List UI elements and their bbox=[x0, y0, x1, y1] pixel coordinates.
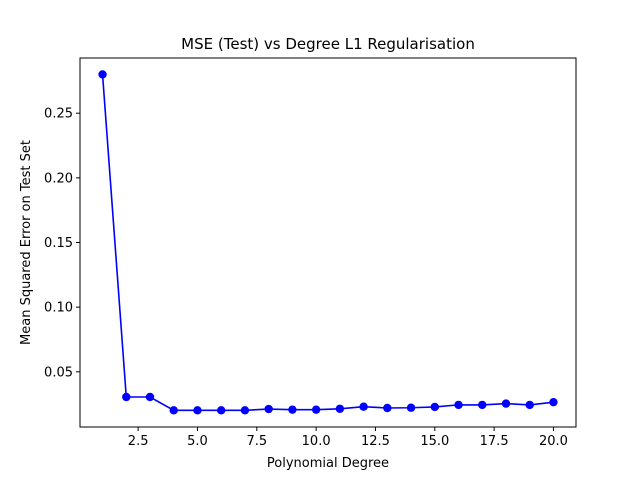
data-point bbox=[98, 70, 107, 79]
y-tick-label: 0.15 bbox=[44, 236, 73, 251]
data-point bbox=[549, 397, 558, 407]
x-tick-label: 17.5 bbox=[480, 434, 509, 449]
y-tick-label: 0.25 bbox=[44, 107, 73, 122]
data-point bbox=[169, 406, 178, 415]
data-point bbox=[525, 400, 534, 410]
y-tick-label: 0.20 bbox=[44, 171, 73, 186]
x-tick-label: 5.0 bbox=[187, 434, 208, 449]
data-point bbox=[193, 406, 202, 415]
data-point bbox=[264, 404, 273, 414]
data-point bbox=[288, 405, 297, 414]
data-point bbox=[240, 406, 250, 415]
x-tick-label: 10.0 bbox=[302, 434, 331, 449]
data-point bbox=[406, 403, 416, 412]
data-point bbox=[454, 400, 463, 410]
x-tick-label: 7.5 bbox=[246, 434, 267, 449]
y-tick-label: 0.05 bbox=[44, 365, 73, 380]
data-point bbox=[478, 400, 487, 410]
x-axis: 2.5 5.0 7.5 10.0 12.5 15.0 17.5 20.0 bbox=[128, 427, 568, 449]
data-point bbox=[145, 392, 155, 402]
data-point bbox=[359, 402, 368, 411]
data-point bbox=[383, 403, 392, 413]
x-tick-label: 12.5 bbox=[361, 434, 390, 449]
x-axis-title: Polynomial Degree bbox=[267, 456, 389, 471]
y-axis-title: Mean Squared Error on Test Set bbox=[19, 140, 34, 345]
data-point bbox=[335, 404, 345, 413]
data-point bbox=[430, 402, 439, 412]
x-tick-label: 2.5 bbox=[128, 434, 149, 449]
plot-layer bbox=[98, 70, 558, 415]
data-point bbox=[501, 399, 511, 408]
chart-title: MSE (Test) vs Degree L1 Regularisation bbox=[181, 35, 475, 53]
data-point bbox=[122, 392, 131, 402]
data-point bbox=[217, 406, 226, 415]
y-tick-label: 0.10 bbox=[44, 301, 73, 316]
data-point bbox=[311, 405, 321, 414]
x-tick-label: 20.0 bbox=[539, 434, 568, 449]
y-axis: 0.05 0.10 0.15 0.20 0.25 bbox=[44, 107, 80, 380]
x-tick-label: 15.0 bbox=[420, 434, 449, 449]
